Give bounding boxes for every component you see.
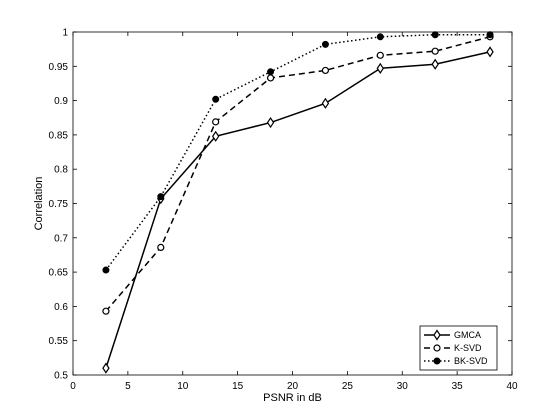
y-tick-label: 0.9	[54, 96, 68, 107]
data-point-k-svd	[266, 74, 275, 82]
data-point-gmca	[321, 97, 330, 109]
legend-marker-bk-svd	[433, 357, 441, 365]
y-tick-label: 0.5	[54, 371, 68, 382]
data-point-gmca	[102, 362, 110, 374]
series-bk-svd	[102, 31, 494, 274]
axis-ticks	[72, 31, 513, 376]
series-k-svd	[102, 33, 494, 315]
y-axis-label: Correlation	[33, 177, 45, 231]
legend-marker-gmca	[433, 329, 441, 341]
x-axis-label: PSNR in dB	[263, 392, 322, 404]
data-point-bk-svd	[376, 33, 384, 41]
x-tick-label: 35	[452, 381, 464, 392]
series-line-gmca	[105, 51, 491, 369]
x-tick-label: 30	[397, 381, 409, 392]
data-point-gmca	[431, 58, 439, 70]
data-point-k-svd	[321, 66, 330, 75]
legend: GMCA K-SVD BK-SVD	[419, 325, 498, 371]
legend-label-gmca: GMCA	[454, 330, 481, 340]
data-point-bk-svd	[486, 31, 494, 39]
y-tick-label: 0.85	[49, 130, 69, 141]
y-tick-label: 0.75	[49, 199, 69, 210]
legend-label-k-svd: K-SVD	[454, 343, 482, 353]
data-point-bk-svd	[102, 266, 110, 274]
data-point-k-svd	[157, 243, 165, 252]
data-point-bk-svd	[157, 193, 165, 201]
plot-area	[72, 31, 513, 376]
y-tick-label: 0.65	[49, 268, 69, 279]
y-tick-label: 0.8	[54, 165, 68, 176]
y-tick-label: 0.7	[54, 233, 68, 244]
x-tick-label: 0	[70, 381, 76, 392]
y-tick-label: 0.55	[49, 336, 69, 347]
data-point-gmca	[211, 130, 220, 142]
data-point-k-svd	[431, 47, 439, 55]
data-point-k-svd	[376, 51, 384, 59]
data-point-bk-svd	[321, 40, 329, 48]
data-point-bk-svd	[267, 68, 275, 76]
x-tick-label: 15	[232, 381, 244, 392]
data-point-gmca	[376, 62, 385, 74]
x-tick-label: 20	[287, 381, 299, 392]
data-point-bk-svd	[431, 31, 439, 39]
legend-label-bk-svd: BK-SVD	[454, 356, 488, 366]
legend-box	[419, 325, 498, 371]
x-tick-label: 25	[342, 381, 354, 392]
data-point-k-svd	[212, 118, 220, 126]
x-tick-label: 5	[125, 381, 131, 392]
x-tick-label: 10	[177, 381, 189, 392]
data-point-gmca	[266, 116, 275, 129]
x-tick-label: 40	[506, 381, 518, 392]
y-tick-label: 0.95	[49, 62, 69, 73]
data-point-k-svd	[102, 307, 110, 315]
tick-labels: 0 5 10 15 20 25 30 35 40 0.5 0.55 0.6 0.65 0.7 0.75 0.8…	[49, 28, 518, 393]
data-point-bk-svd	[212, 95, 220, 103]
data-point-gmca	[486, 46, 494, 58]
legend-marker-k-svd	[433, 344, 441, 352]
y-tick-label: 0.6	[54, 302, 68, 313]
series-layer	[102, 31, 494, 374]
y-tick-label: 1	[62, 28, 68, 39]
